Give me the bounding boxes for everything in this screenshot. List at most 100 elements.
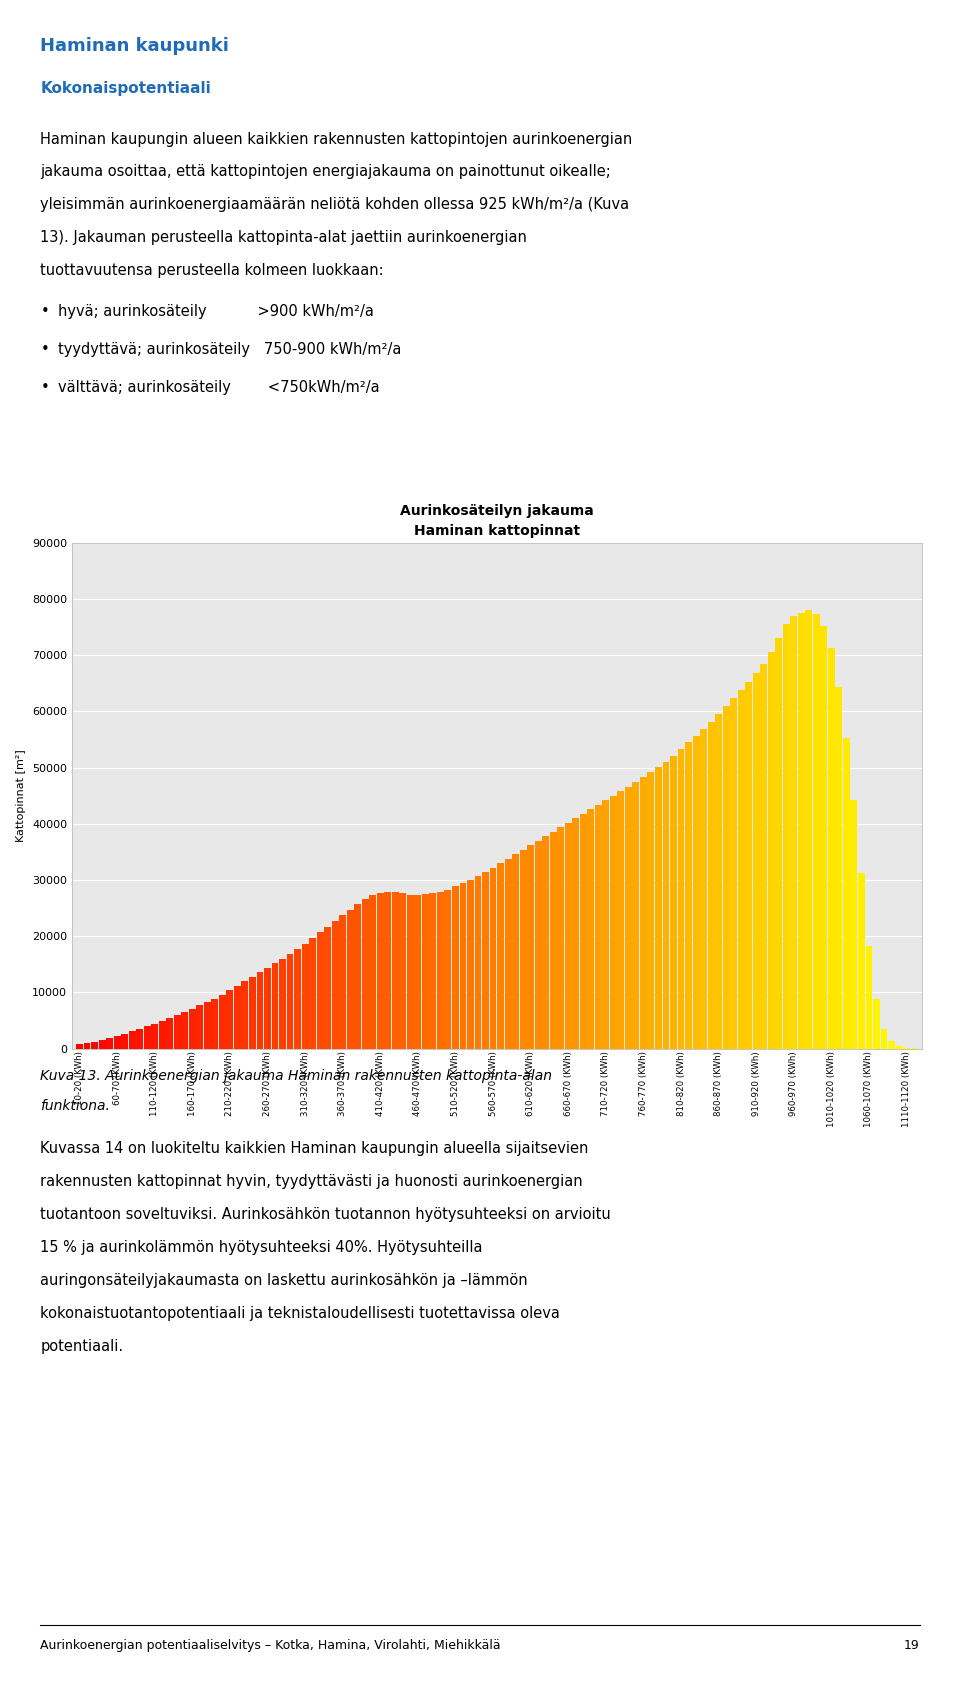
Bar [527, 845, 534, 1049]
Bar [805, 610, 812, 1049]
Bar [399, 894, 406, 1049]
Bar [467, 880, 474, 1049]
Text: rakennusten kattopinnat hyvin, tyydyttävästi ja huonosti aurinkoenergian: rakennusten kattopinnat hyvin, tyydyttäv… [40, 1173, 583, 1189]
Bar [219, 995, 226, 1049]
Bar [354, 904, 361, 1049]
Bar [377, 894, 384, 1049]
Bar [181, 1012, 188, 1049]
Bar [474, 877, 482, 1049]
Bar [519, 850, 527, 1049]
Bar [113, 1035, 121, 1049]
Bar [407, 895, 414, 1049]
Bar [121, 1034, 128, 1049]
Bar [256, 973, 263, 1049]
Text: 19: 19 [904, 1639, 920, 1652]
Bar [625, 787, 632, 1049]
Bar [753, 673, 759, 1049]
Bar [287, 954, 294, 1049]
Bar [452, 887, 459, 1049]
Bar [249, 976, 256, 1049]
Bar [588, 809, 594, 1049]
Bar [595, 804, 602, 1049]
Text: jakauma osoittaa, että kattopintojen energiajakauma on painottunut oikealle;: jakauma osoittaa, että kattopintojen ene… [40, 164, 612, 179]
Bar [347, 910, 353, 1049]
Bar [564, 823, 572, 1049]
Bar [429, 894, 437, 1049]
Text: Kuvassa 14 on luokiteltu kaikkien Haminan kaupungin alueella sijaitsevien: Kuvassa 14 on luokiteltu kaikkien Hamina… [40, 1141, 588, 1157]
Bar [708, 722, 714, 1049]
Text: yleisimmän aurinkoenergiaamäärän neliötä kohden ollessa 925 kWh/m²/a (Kuva: yleisimmän aurinkoenergiaamäärän neliötä… [40, 197, 630, 212]
Bar [392, 892, 398, 1049]
Bar [685, 742, 692, 1049]
Bar [692, 735, 700, 1049]
Bar [211, 998, 218, 1049]
Bar [279, 959, 286, 1049]
Bar [858, 873, 865, 1049]
Text: •: • [40, 303, 49, 319]
Bar [264, 968, 271, 1049]
Text: 13). Jakauman perusteella kattopinta-alat jaettiin aurinkoenergian: 13). Jakauman perusteella kattopinta-ala… [40, 229, 527, 244]
Bar [760, 664, 767, 1049]
Bar [790, 615, 797, 1049]
Bar [557, 828, 564, 1049]
Bar [700, 728, 707, 1049]
Bar [272, 963, 278, 1049]
Bar [129, 1032, 135, 1049]
Bar [189, 1008, 196, 1049]
Bar [617, 791, 624, 1049]
Bar [602, 801, 610, 1049]
Bar [670, 755, 677, 1049]
Bar [512, 855, 519, 1049]
Bar [723, 706, 730, 1049]
Bar [828, 647, 835, 1049]
Bar [835, 688, 842, 1049]
Bar [166, 1018, 173, 1049]
Bar [505, 858, 512, 1049]
Text: kokonaistuotantopotentiaali ja teknistaloudellisesti tuotettavissa oleva: kokonaistuotantopotentiaali ja teknistal… [40, 1307, 561, 1320]
Bar [152, 1023, 158, 1049]
Bar [76, 1044, 83, 1049]
Bar [655, 767, 661, 1049]
Bar [339, 915, 347, 1049]
Bar [640, 777, 647, 1049]
Bar [572, 818, 579, 1049]
Bar [843, 738, 850, 1049]
Bar [144, 1027, 151, 1049]
Text: tuottavuutensa perusteella kolmeen luokkaan:: tuottavuutensa perusteella kolmeen luokk… [40, 263, 384, 278]
Y-axis label: Kattopinnat [m²]: Kattopinnat [m²] [16, 749, 27, 843]
Bar [662, 762, 669, 1049]
Bar [782, 624, 790, 1049]
Bar [888, 1042, 895, 1049]
Bar [737, 690, 745, 1049]
Bar [242, 981, 249, 1049]
Bar [813, 614, 820, 1049]
Bar [542, 836, 549, 1049]
Bar [633, 782, 639, 1049]
Text: Aurinkoenergian potentiaaliselvitys – Kotka, Hamina, Virolahti, Miehikkälä: Aurinkoenergian potentiaaliselvitys – Ko… [40, 1639, 501, 1652]
Text: Kuva 13. Aurinkoenergian jakauma Haminan rakennusten kattopinta-alan: Kuva 13. Aurinkoenergian jakauma Haminan… [40, 1069, 552, 1082]
Bar [866, 946, 873, 1049]
Bar [91, 1042, 98, 1049]
Text: Kokonaispotentiaali: Kokonaispotentiaali [40, 81, 211, 96]
Bar [158, 1020, 166, 1049]
Bar [745, 681, 752, 1049]
Bar [421, 894, 429, 1049]
Bar [301, 944, 308, 1049]
Bar [227, 990, 233, 1049]
Bar [204, 1001, 211, 1049]
Bar [415, 895, 421, 1049]
Bar [497, 863, 504, 1049]
Text: •: • [40, 342, 49, 357]
Bar [444, 890, 451, 1049]
Bar [821, 626, 828, 1049]
Bar [798, 612, 804, 1049]
Bar [851, 799, 857, 1049]
Bar [384, 892, 392, 1049]
Bar [370, 895, 376, 1049]
Bar [437, 892, 444, 1049]
Text: Haminan kaupunki: Haminan kaupunki [40, 37, 229, 56]
Bar [776, 637, 782, 1049]
Text: välttävä; aurinkosäteily        <750kWh/m²/a: välttävä; aurinkosäteily <750kWh/m²/a [58, 379, 379, 395]
Text: tuotantoon soveltuviksi. Aurinkosähkön tuotannon hyötysuhteeksi on arvioitu: tuotantoon soveltuviksi. Aurinkosähkön t… [40, 1207, 612, 1222]
Bar [107, 1039, 113, 1049]
